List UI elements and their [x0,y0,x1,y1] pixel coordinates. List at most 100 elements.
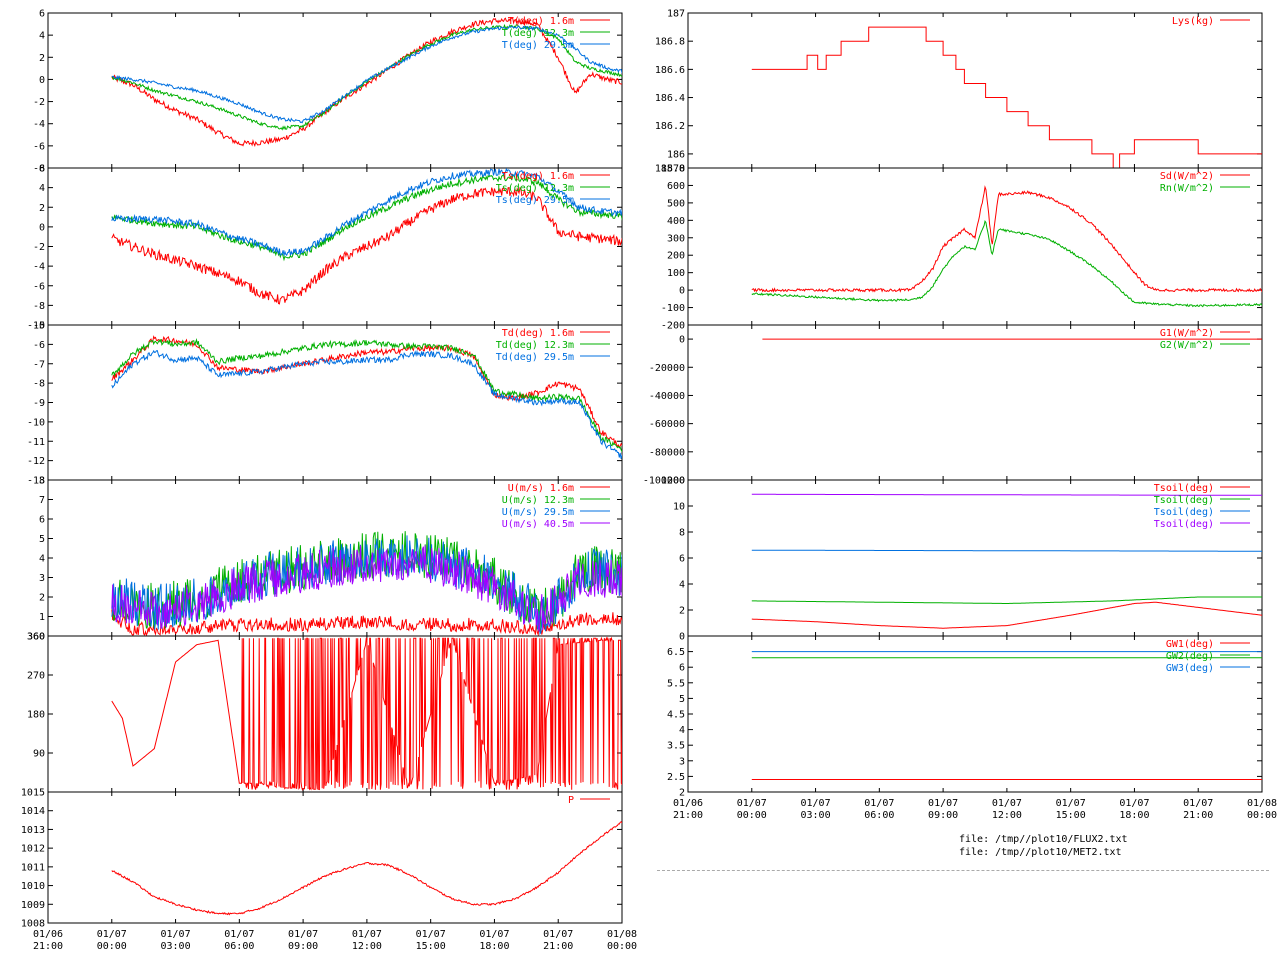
x-tick-label: 01/07 [479,929,509,940]
series-group [111,168,622,305]
y-tick-label: 1008 [21,919,45,930]
file-line-flux: file: /tmp//plot10/FLUX2.txt [959,834,1128,845]
y-tick-label: -4 [33,262,45,273]
chart-ground-water: 01/0621:0001/0700:0001/0703:0001/0706:00… [667,635,1277,821]
x-tick-label: 00:00 [1247,810,1277,821]
y-tick-label: 1015 [21,788,45,799]
legend-label: G1(W/m^2) [1160,328,1214,339]
file-line-met: file: /tmp//plot10/MET2.txt [959,847,1122,858]
y-tick-label: 5.5 [667,678,685,689]
series-line [751,219,1262,308]
x-tick-label: 21:00 [543,941,573,952]
y-tick-label: 1012 [21,844,45,855]
x-tick-label: 18:00 [479,941,509,952]
y-tick-label: 2 [39,593,45,604]
y-tick-label: 500 [667,198,685,209]
legend-label: G2(W/m^2) [1160,340,1214,351]
series-group [111,531,622,636]
series-line [751,601,1262,629]
chart-soil-temp: 02468101200Tsoil(deg)Tsoil(deg)Tsoil(deg… [661,476,1263,643]
x-tick-label: 01/07 [1056,798,1086,809]
x-tick-label: 01/07 [1119,798,1149,809]
y-tick-label: 1010 [21,881,45,892]
y-tick-label: -80000 [649,447,685,458]
y-tick-label: -2 [33,97,45,108]
plot-frame [47,791,623,924]
y-tick-label: 1 [39,612,45,623]
x-tick-label: 01/07 [288,929,318,940]
series-line [111,168,622,257]
file-list: file: /tmp//plot10/FLUX2.txt file: /tmp/… [959,833,1128,859]
legend-label: P [568,795,574,806]
legend-label: U(m/s) 29.5m [502,507,574,518]
series-group [751,493,1262,629]
y-tick-label: -5 [33,321,45,332]
series-line [111,636,622,791]
y-tick-label: 2.5 [667,772,685,783]
x-tick-label: 21:00 [33,941,63,952]
y-tick-label: -6 [33,281,45,292]
y-tick-label: 4.5 [667,710,685,721]
x-tick-label: 01/07 [416,929,446,940]
y-tick-label: 186.4 [655,93,685,104]
series-line [751,549,1262,552]
x-tick-label: 09:00 [928,810,958,821]
chart-pressure: 01/0621:0001/0700:0001/0703:0001/0706:00… [21,788,637,953]
y-tick-label: 5 [39,534,45,545]
y-tick-label: -8 [33,379,45,390]
y-tick-label: 0 [679,632,685,643]
x-tick-label: 01/07 [801,798,831,809]
chart-air-temp: -8 -6 -4 -2 0 2 4 6 T(deg) 1.6mT(deg) 12.3mT(deg… [33,9,623,175]
x-tick-label: 09:00 [288,941,318,952]
legend-label: Ts(deg) 29.5m [496,195,574,206]
chart-lys: 186 186.2 186.4 186.6 186.8 187 185.8 Lys(kg) [655,9,1263,175]
chart-radiation: -200 -100 0 100 200 300 400 500 600 1870 Sd(W/m^2)… [661,164,1263,332]
y-tick-label: 100 [667,268,685,279]
y-tick-label: 8 [679,528,685,539]
y-tick-label: 3 [39,573,45,584]
y-tick-label: -2 [33,242,45,253]
y-tick-label: 270 [27,671,45,682]
series-group [751,651,1262,780]
y-tick-label: -10 [27,417,45,428]
y-tick-label: -12 [27,456,45,467]
y-tick-label: 0 [679,286,685,297]
y-tick-label: 2 [39,203,45,214]
series-line [111,25,622,124]
legend-label: Ts(deg) 1.6m [502,171,574,182]
legend-label: Td(deg) 29.5m [496,352,574,363]
series-group [751,26,1262,168]
series-group [751,185,1262,308]
legend-label: Rn(W/m^2) [1160,183,1214,194]
y-tick-label: 4 [679,725,685,736]
y-tick-label: 186.6 [655,65,685,76]
y-tick-label: 360 [27,632,45,643]
x-tick-label: 00:00 [607,941,637,952]
x-tick-label: 01/07 [864,798,894,809]
y-tick-label: 186.8 [655,37,685,48]
y-tick-label: 186.2 [655,121,685,132]
series-group [111,17,622,148]
series-line [111,186,622,305]
y-tick-label: -100 [661,303,685,314]
legend-label: Td(deg) 1.6m [502,328,574,339]
series-group [111,821,622,916]
y-tick-label: 6 [39,9,45,20]
series-group [111,636,622,791]
legend-label: U(m/s) 1.6m [508,483,574,494]
legend-label: Sd(W/m^2) [1160,171,1214,182]
legend-label: T(deg) 12.3m [502,28,574,39]
y-tick-label: 1014 [21,806,45,817]
y-tick-label: 300 [667,233,685,244]
chart-ground-flux: -100000 -80000 -60000 -40000 -20000 0 G1(W/m^2… [643,324,1263,487]
y-tick-label: 3.5 [667,741,685,752]
y-tick-label: 6 [679,554,685,565]
y-tick-label: -13 [27,476,45,487]
y-tick-label: 4 [39,31,45,42]
legend-label: Td(deg) 12.3m [496,340,574,351]
y-tick-label: 6 [39,164,45,175]
y-tick-label: 90 [33,749,45,760]
x-tick-label: 01/07 [992,798,1022,809]
